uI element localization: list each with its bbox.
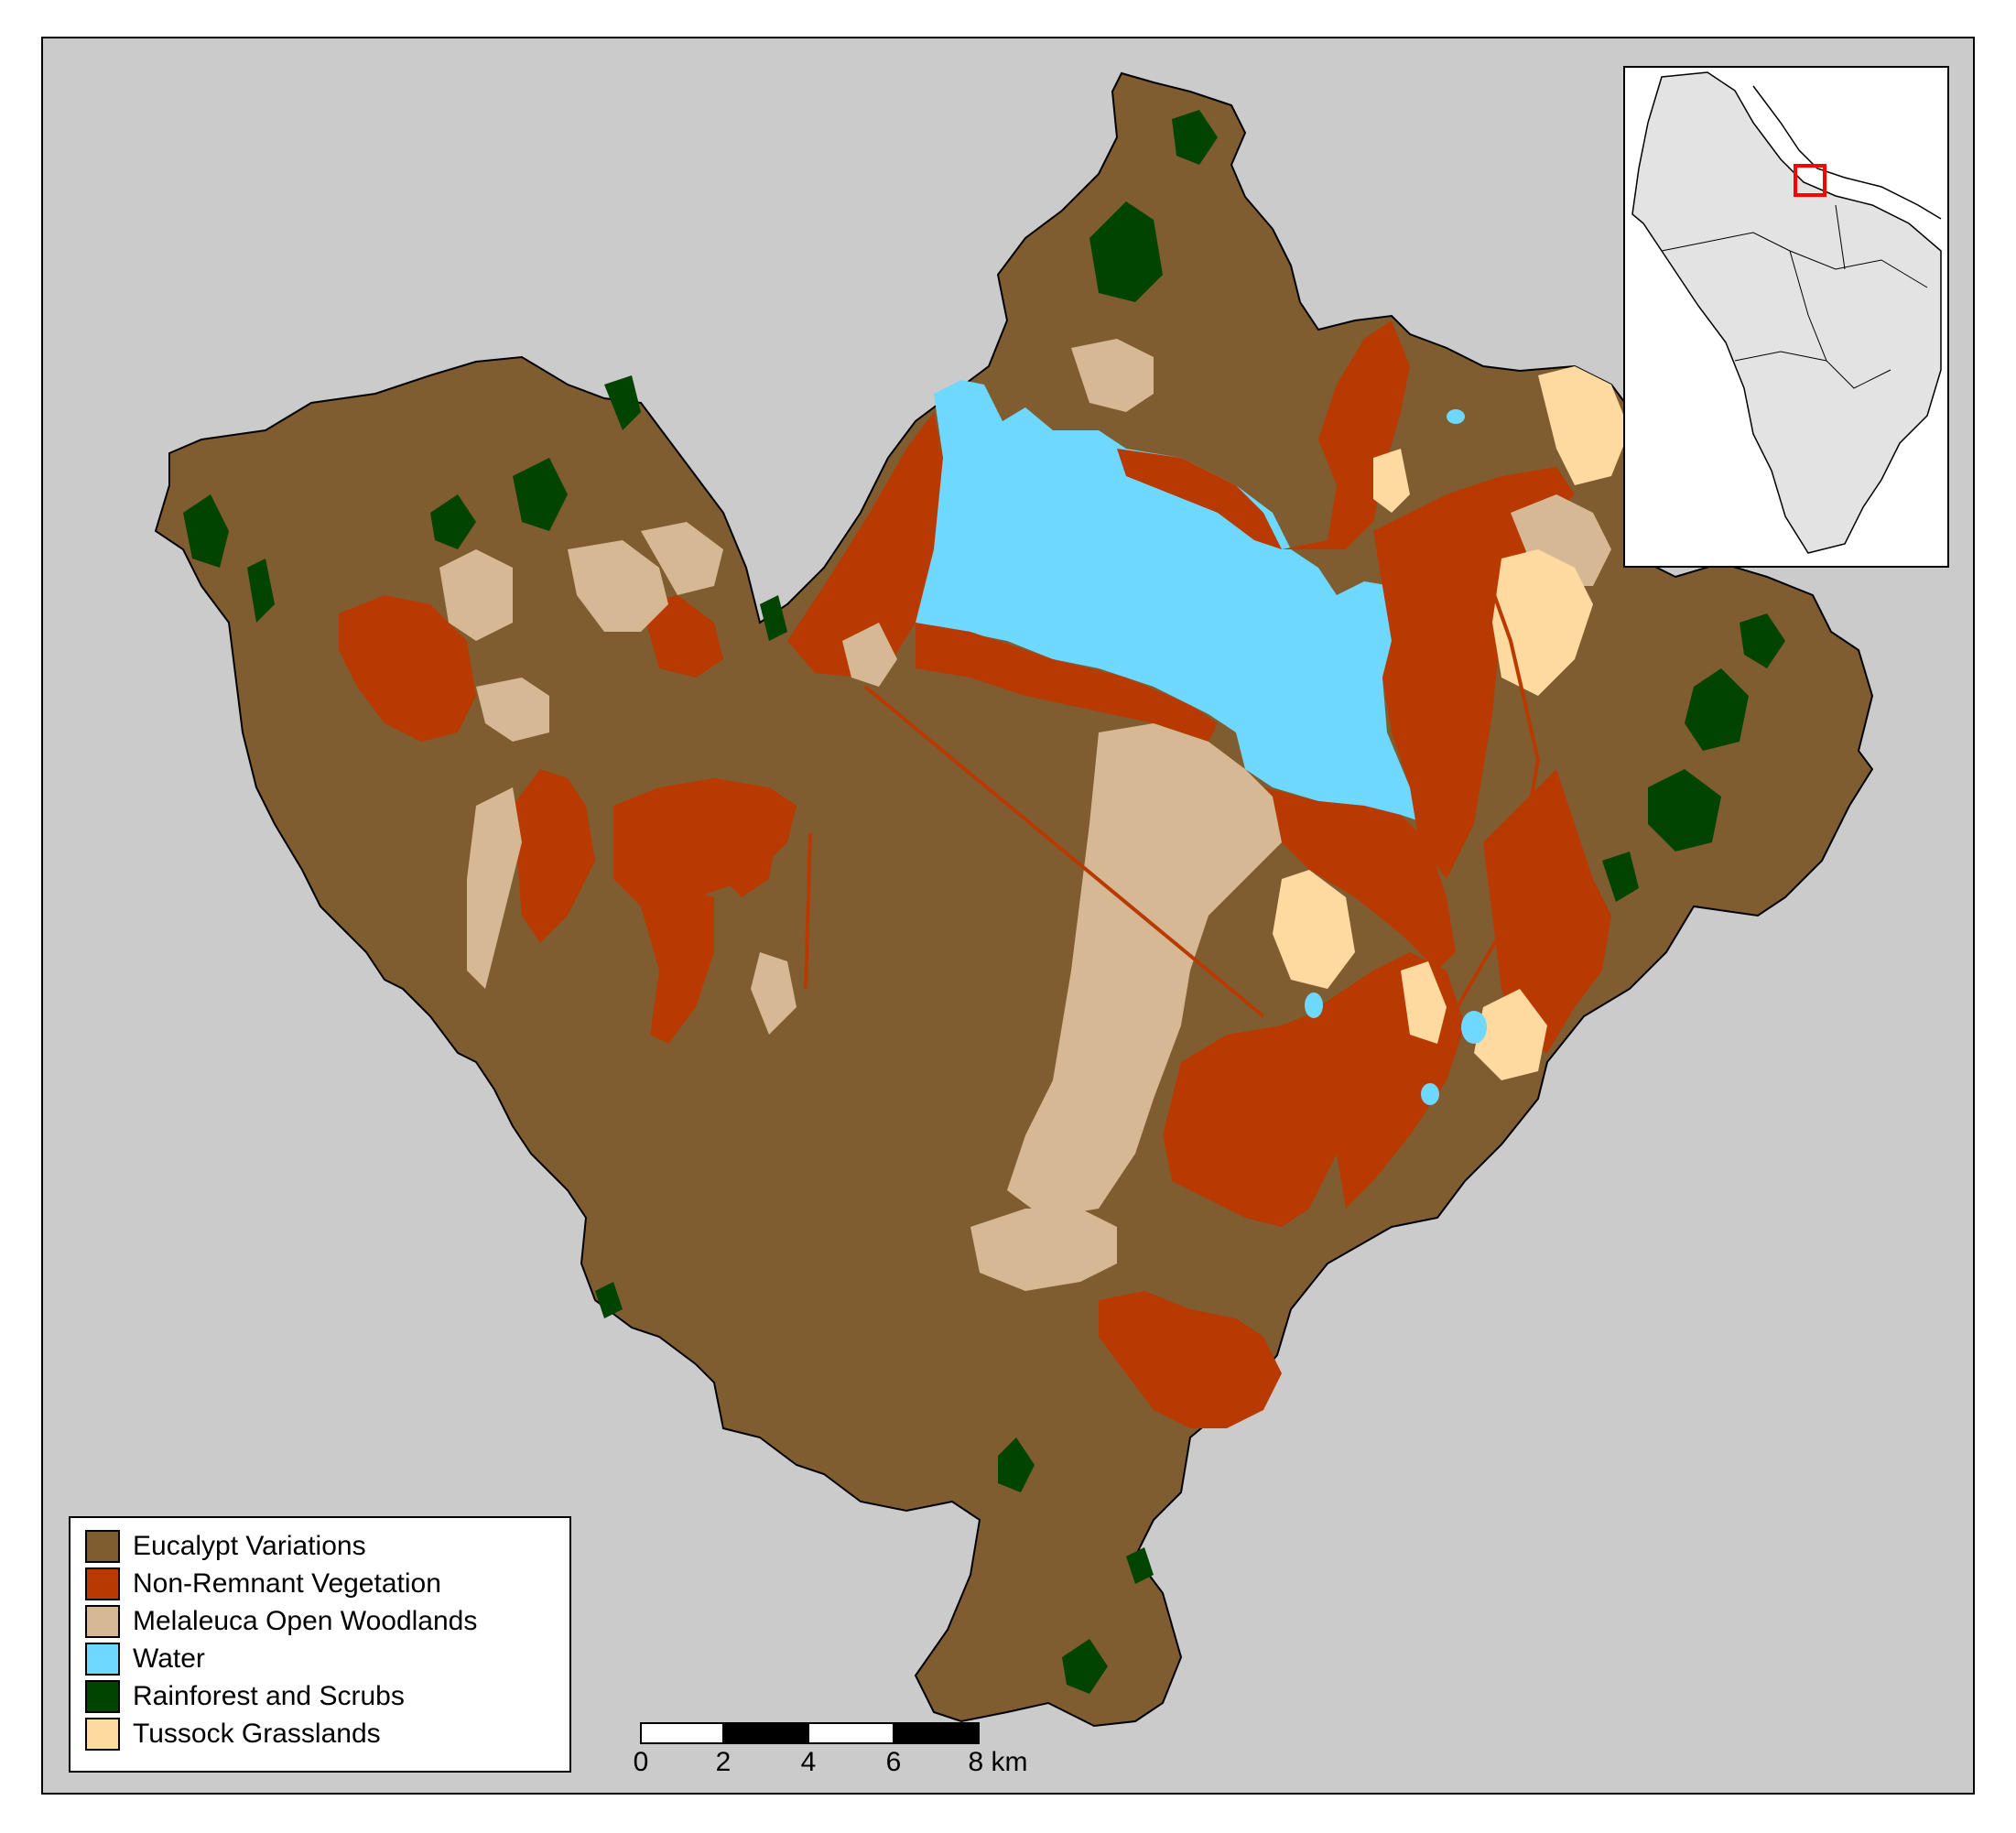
legend-swatch <box>85 1679 120 1713</box>
inset-internal-boundaries <box>1661 204 1928 389</box>
scale-tick-4: 4 <box>800 1747 817 1777</box>
legend-item: Water <box>85 1640 569 1677</box>
legend-swatch <box>85 1529 120 1563</box>
scale-tick-6: 6 <box>885 1747 902 1777</box>
legend-item: Rainforest and Scrubs <box>85 1677 569 1715</box>
legend-label: Non-Remnant Vegetation <box>133 1567 441 1599</box>
inset-map[interactable] <box>1623 66 1949 568</box>
lake-water <box>916 380 1428 824</box>
inset-svg <box>1631 71 1942 554</box>
legend-item: Tussock Grasslands <box>85 1715 569 1752</box>
tussock-grasslands <box>1273 366 1630 1080</box>
scale-tick-2: 2 <box>715 1747 732 1777</box>
scale-bar: 0 2 4 6 8 km <box>623 1721 1028 1785</box>
legend-label: Eucalypt Variations <box>133 1530 366 1561</box>
melaleuca-woodlands <box>439 339 1611 1291</box>
rainforest-scrubs <box>183 110 1785 1694</box>
inset-coastline <box>1752 85 1942 220</box>
legend-label: Rainforest and Scrubs <box>133 1680 405 1711</box>
legend-label: Tussock Grasslands <box>133 1718 381 1749</box>
legend-label: Water <box>133 1643 205 1674</box>
scale-tick-8: 8 km <box>968 1747 1028 1777</box>
legend-swatch <box>85 1717 120 1751</box>
inset-region <box>1631 71 1942 554</box>
legend-item: Non-Remnant Vegetation <box>85 1565 569 1602</box>
legend-swatch <box>85 1604 120 1638</box>
legend: Eucalypt Variations Non-Remnant Vegetatio… <box>69 1516 571 1773</box>
legend-label: Melaleuca Open Woodlands <box>133 1605 478 1636</box>
legend-swatch <box>85 1567 120 1600</box>
scale-bar-graphic <box>640 1722 980 1744</box>
small-water-bodies <box>1305 409 1487 1105</box>
legend-swatch <box>85 1642 120 1676</box>
roads <box>804 512 1541 1027</box>
scale-tick-0: 0 <box>633 1747 649 1777</box>
red-square-locator-icon <box>1794 164 1826 197</box>
legend-item: Eucalypt Variations <box>85 1527 569 1565</box>
legend-item: Melaleuca Open Woodlands <box>85 1602 569 1640</box>
